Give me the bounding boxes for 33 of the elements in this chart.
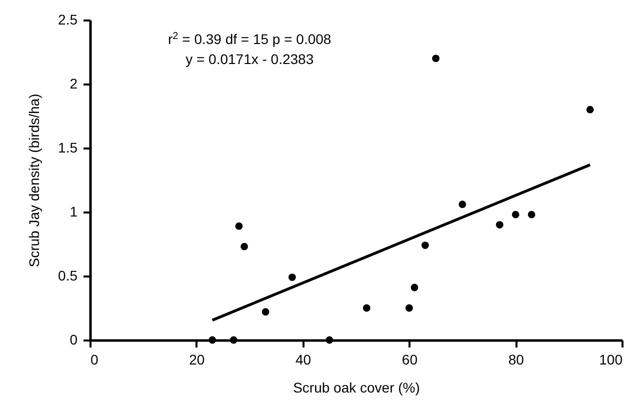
y-tick-label: 0.5 bbox=[58, 268, 78, 284]
point bbox=[432, 54, 440, 62]
annotation: y = 0.0171x - 0.2383 bbox=[186, 51, 314, 67]
point bbox=[362, 304, 370, 312]
point bbox=[230, 336, 238, 344]
point bbox=[208, 336, 216, 344]
x-tick-label: 40 bbox=[296, 352, 312, 368]
x-tick-label: 60 bbox=[402, 352, 418, 368]
point bbox=[240, 242, 248, 250]
point bbox=[405, 304, 413, 312]
y-tick-label: 1 bbox=[70, 204, 78, 220]
point bbox=[586, 106, 594, 114]
y-tick-label: 2 bbox=[70, 76, 78, 92]
point bbox=[262, 308, 270, 316]
y-tick-label: 2.5 bbox=[58, 12, 78, 28]
annotation: r$^{2}$ = 0.39 df = 15 p = 0.008 bbox=[168, 30, 332, 47]
point bbox=[458, 200, 466, 208]
point bbox=[410, 284, 418, 292]
x-axis-title: Scrub oak cover (%) bbox=[293, 380, 420, 396]
x-tick-label: 100 bbox=[599, 352, 623, 368]
point bbox=[288, 274, 296, 281]
y-tick-label: 1.5 bbox=[58, 140, 78, 156]
y-axis-title: Scrub Jay density (birds/ha) bbox=[26, 94, 42, 268]
point bbox=[326, 336, 334, 344]
x-tick-label: 0 bbox=[90, 352, 98, 368]
x-tick-label: 80 bbox=[508, 352, 524, 368]
point bbox=[512, 210, 520, 218]
y-tick-label: 0 bbox=[70, 332, 78, 348]
point bbox=[496, 221, 504, 228]
point bbox=[235, 222, 243, 230]
x-tick-label: 20 bbox=[189, 352, 205, 368]
point bbox=[528, 210, 536, 218]
point bbox=[421, 242, 429, 249]
